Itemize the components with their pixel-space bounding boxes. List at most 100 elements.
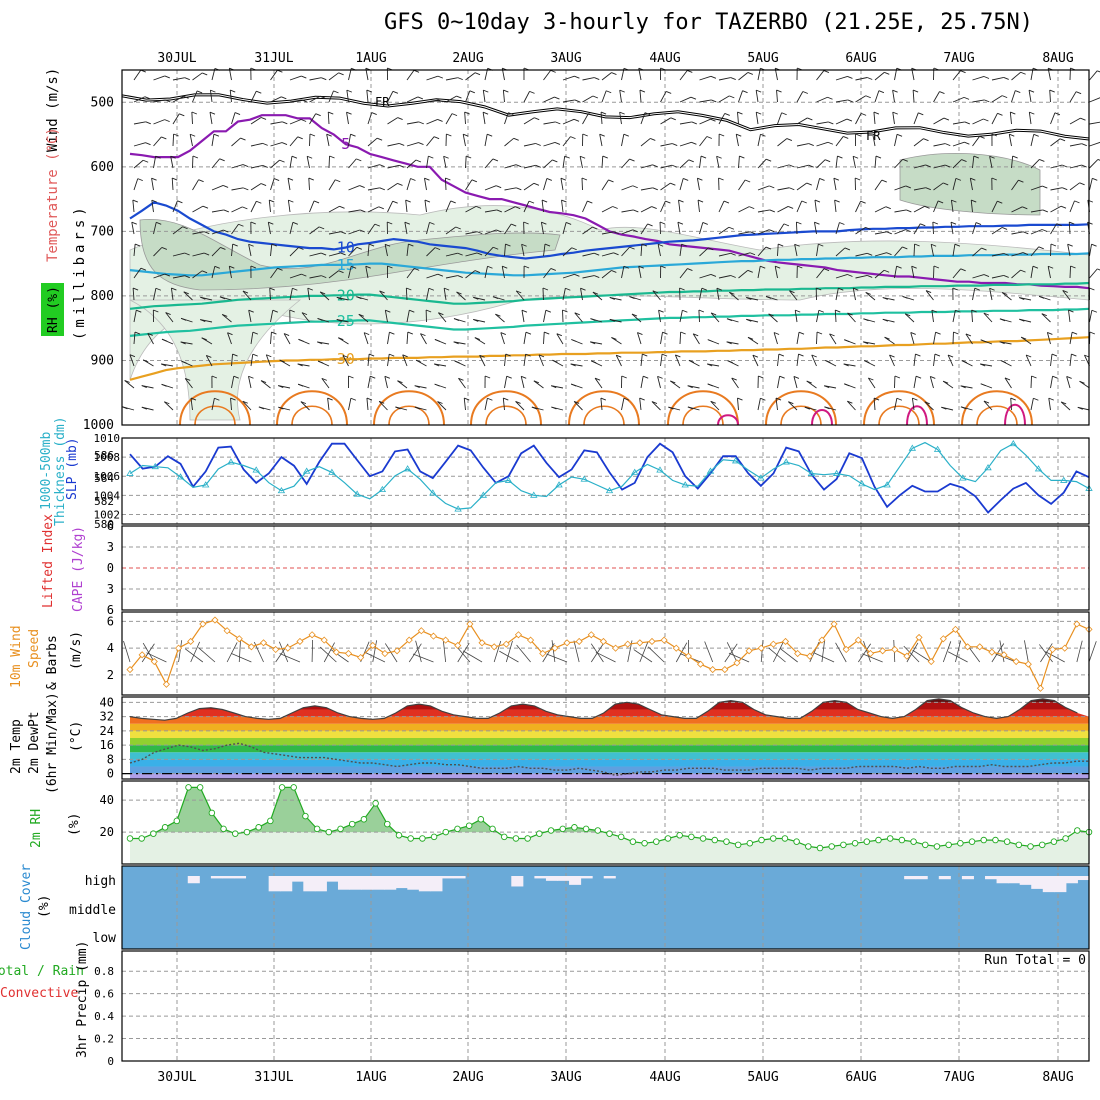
wind-barb [287, 200, 291, 213]
wind-barb [579, 156, 583, 169]
wind-barb [1011, 231, 1024, 235]
high-cloud-gap [904, 876, 917, 880]
wind-barb [424, 200, 427, 213]
wind-barb-flag [973, 155, 979, 159]
wind-barb [482, 90, 486, 103]
wind-speed-marker [1073, 620, 1081, 628]
wind-barb-flag [346, 111, 352, 115]
wind-barb-flag [409, 309, 415, 313]
rh-marker [161, 824, 169, 831]
rh-marker [138, 835, 145, 842]
wind-barb-flag [474, 337, 481, 340]
wind-barb-flag [1031, 375, 1037, 379]
wind-barb [384, 244, 388, 257]
wind-barb-flag [750, 231, 756, 235]
wind-barb-flag [902, 246, 908, 250]
high-cloud-gap [303, 876, 316, 892]
high-cloud-gap [511, 876, 524, 887]
wind-barb [229, 90, 232, 103]
wind-barb-flag [206, 355, 212, 358]
wind-barb [640, 354, 643, 367]
wind-barb-flag [387, 265, 393, 269]
wind-barb [796, 143, 809, 147]
wind-speed-marker [964, 643, 972, 651]
wind-barb [816, 310, 820, 323]
wind-barb-flag [975, 222, 982, 225]
wind-barb-flag [729, 95, 735, 99]
wind-barb-flag [153, 309, 159, 313]
rh-marker [465, 822, 473, 829]
wind-barb-flag [248, 309, 254, 313]
wind-barb-flag [781, 112, 787, 116]
rh-marker [945, 841, 952, 849]
wind-barb-flag [594, 377, 601, 381]
wind-barb [699, 156, 702, 169]
wind-barb-flag [687, 70, 693, 73]
wind-barb-flag [544, 331, 550, 335]
wind-barb [621, 209, 634, 213]
wind-barb-flag [342, 354, 349, 358]
wind-barb-flag [203, 252, 210, 256]
thickness-marker [933, 445, 942, 452]
wind-barb-flag [165, 99, 171, 103]
wind-speed-marker [126, 665, 134, 674]
rh-marker [348, 820, 356, 828]
wind-barb-flag [238, 223, 244, 227]
wind-barb-flag [749, 252, 756, 256]
rh-marker [664, 835, 672, 842]
wind-barb [482, 112, 486, 125]
isotherm-45-loop [906, 405, 928, 426]
wind-barb-flag [273, 178, 280, 181]
wind-barb-flag [384, 243, 391, 247]
wind-speed-marker [842, 645, 850, 654]
high-cloud-gap [985, 876, 998, 880]
wind-barb [458, 378, 466, 389]
wind-barb-flag [1010, 111, 1016, 115]
wind-barb-flag [632, 185, 638, 189]
wind-barb-flag [847, 400, 853, 404]
wind-barb-flag [395, 406, 401, 410]
wind-barb-flag [184, 252, 190, 256]
wind-barb [894, 266, 898, 279]
wind-barb-flag [340, 231, 346, 235]
wind-barb-flag [515, 206, 521, 210]
wind-barb-10m [768, 647, 786, 663]
wind-barb-flag [172, 177, 178, 181]
wind-barb [835, 118, 848, 125]
thickness-marker [681, 481, 689, 488]
wind-barb [679, 159, 690, 169]
wind-barb-flag [339, 205, 345, 209]
wind-barb-flag [827, 96, 833, 100]
wind-barb-flag [758, 375, 764, 379]
wind-barb-flag [346, 89, 353, 93]
wind-barb [699, 118, 711, 125]
wind-barb [757, 398, 761, 411]
wind-barb [679, 121, 692, 125]
wind-barb [437, 401, 447, 411]
wind-barb-flag [756, 111, 762, 115]
wind-barb-flag [1003, 252, 1009, 256]
wind-barb [731, 377, 739, 389]
thickness_slp-panel [176, 438, 1059, 524]
wind-barb-flag [122, 406, 128, 410]
rh-axis-label: 2m RH [29, 809, 44, 848]
rh-marker [442, 828, 450, 836]
wind-barb-flag [647, 223, 653, 227]
wind-barb [165, 312, 174, 323]
wind-barb [153, 119, 165, 125]
isotherm-35-loop [470, 390, 542, 426]
wind-barb-flag [1089, 331, 1096, 335]
top-date-label: 8AUG [1042, 51, 1073, 66]
wind-barb-flag [997, 112, 1003, 116]
cloud-level-label: low [93, 931, 117, 946]
pressure-axis-label: (millibars) [72, 203, 88, 340]
wind-barb-flag [642, 353, 648, 357]
wind-barb [289, 136, 299, 147]
wind-barb-10m [198, 647, 216, 663]
wind-speed-marker [781, 637, 790, 646]
wind-barb-10m [190, 641, 201, 663]
wind-barb-flag [379, 400, 385, 404]
wind-barb [983, 312, 993, 323]
wind-barb-flag [437, 118, 443, 122]
